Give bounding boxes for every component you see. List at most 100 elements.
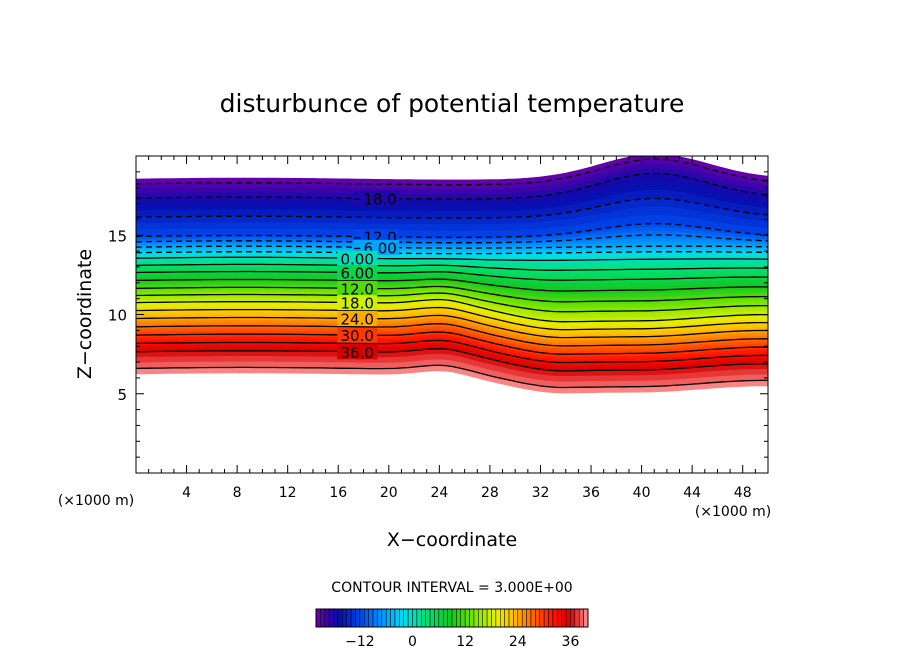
- colorbar-cell: [456, 608, 462, 628]
- contour-line: [136, 364, 768, 389]
- colorbar-cell: [447, 608, 453, 628]
- colorbar-cell: [407, 608, 413, 628]
- x-tick-label: 16: [329, 485, 347, 501]
- colorbar-cell: [429, 608, 435, 628]
- colorbar-cell: [355, 608, 361, 628]
- contour-label: 18.0: [363, 190, 396, 208]
- colorbar-cell: [324, 608, 330, 628]
- colorbar-cell: [399, 608, 404, 628]
- y-tick-label: 15: [108, 227, 127, 245]
- contour-fills: [136, 156, 768, 394]
- colorbar-tick-label: 24: [509, 634, 527, 650]
- colorbar-frame: [315, 608, 589, 628]
- contour-label-bg: [337, 265, 378, 281]
- colorbar-cell: [491, 608, 497, 628]
- x-unit-right: (×1000 m): [695, 504, 771, 520]
- colorbar-cell: [464, 608, 470, 628]
- x-tick-label: 4: [182, 485, 191, 501]
- contour-label-bg: [337, 344, 378, 360]
- colorbar-cell: [346, 608, 352, 628]
- contour-label: 12.0: [340, 280, 373, 298]
- contour-line: [136, 263, 768, 271]
- x-tick-label: 12: [279, 485, 297, 501]
- x-tick-label: 44: [683, 485, 701, 501]
- contour-line-negative: [136, 251, 768, 255]
- colorbar-cell: [469, 608, 475, 628]
- colorbar-cell: [517, 608, 523, 628]
- colorbar-ticks: −12 0 12 24 36: [345, 634, 579, 650]
- colorbar-cell: [500, 608, 505, 628]
- colorbar-cell: [434, 608, 440, 628]
- contour-label: 36.0: [340, 344, 373, 362]
- contour-line: [136, 323, 768, 347]
- colorbar-cell: [394, 608, 400, 628]
- colorbar-cell: [530, 608, 536, 628]
- contour-line: [136, 306, 768, 331]
- colorbar-cell: [508, 608, 514, 628]
- colorbar-cell: [403, 608, 409, 628]
- colorbar-cell: [350, 608, 356, 628]
- x-tick-label: 8: [233, 485, 242, 501]
- contour-line: [136, 331, 768, 355]
- colorbar-cell: [521, 608, 527, 628]
- colorbar-cell: [359, 608, 365, 628]
- contour-line: [136, 348, 768, 372]
- colorbar-cell: [478, 608, 483, 628]
- x-tick-label: 40: [633, 485, 651, 501]
- y-axis-ticks: 5 10 15: [108, 171, 768, 458]
- colorbar-cell: [421, 608, 426, 628]
- contour-label-bg: [337, 310, 378, 326]
- colorbar-cell: [381, 608, 387, 628]
- contour-label-bg: [337, 250, 378, 266]
- contour-lines: [136, 158, 768, 389]
- colorbar-tick-label: 36: [562, 634, 580, 650]
- contour-line: [136, 278, 768, 292]
- contour-line-negative: [136, 172, 768, 200]
- contour-line: [136, 256, 768, 262]
- contour-line: [136, 285, 768, 303]
- contour-line-negative: [136, 234, 768, 244]
- contour-label: 18.0: [340, 295, 373, 313]
- contour-line-negative: [136, 223, 768, 239]
- contour-label-bg: [337, 327, 378, 343]
- colorbar-cell: [333, 608, 339, 628]
- colorbar-cell: [565, 608, 571, 628]
- contour-label: 30.0: [340, 327, 373, 345]
- x-tick-label: 36: [582, 485, 600, 501]
- colorbar-cell: [486, 608, 492, 628]
- x-unit-left: (×1000 m): [58, 493, 134, 509]
- colorbar-cell: [385, 608, 391, 628]
- contour-line: [136, 298, 768, 323]
- colorbar-cell: [368, 608, 374, 628]
- colorbar-cell: [442, 608, 448, 628]
- contour-label: 0.00: [340, 250, 373, 268]
- y-tick-label: 10: [108, 307, 127, 325]
- colorbar-cell: [438, 608, 444, 628]
- x-axis-ticks: 4 8 12 16 20 24 28 32 36 40 44 48: [148, 156, 756, 501]
- contour-line-negative: [136, 158, 768, 186]
- x-tick-label: 48: [734, 485, 752, 501]
- x-tick-label: 28: [481, 485, 499, 501]
- colorbar-cell: [416, 608, 422, 628]
- colorbar-cell: [372, 608, 378, 628]
- contour-interval-text: CONTOUR INTERVAL = 3.000E+00: [331, 580, 572, 596]
- contour-line: [136, 270, 768, 281]
- x-tick-label: 20: [380, 485, 398, 501]
- colorbar-cell: [513, 608, 519, 628]
- contour-label: 24.0: [340, 310, 373, 328]
- colorbar-cell: [570, 608, 576, 628]
- colorbar-cell: [539, 608, 545, 628]
- contour-line: [136, 292, 768, 313]
- colorbar-cell: [460, 608, 466, 628]
- colorbar: [315, 608, 589, 628]
- colorbar-cell: [578, 608, 584, 628]
- colorbar-tick-label: 0: [408, 634, 417, 650]
- contour-label-bg: [337, 280, 378, 296]
- contour-line: [136, 339, 768, 364]
- colorbar-cell: [482, 608, 488, 628]
- y-tick-label: 5: [117, 386, 127, 404]
- colorbar-cell: [377, 608, 383, 628]
- colorbar-cell: [548, 608, 554, 628]
- contour-line-negative: [136, 245, 768, 249]
